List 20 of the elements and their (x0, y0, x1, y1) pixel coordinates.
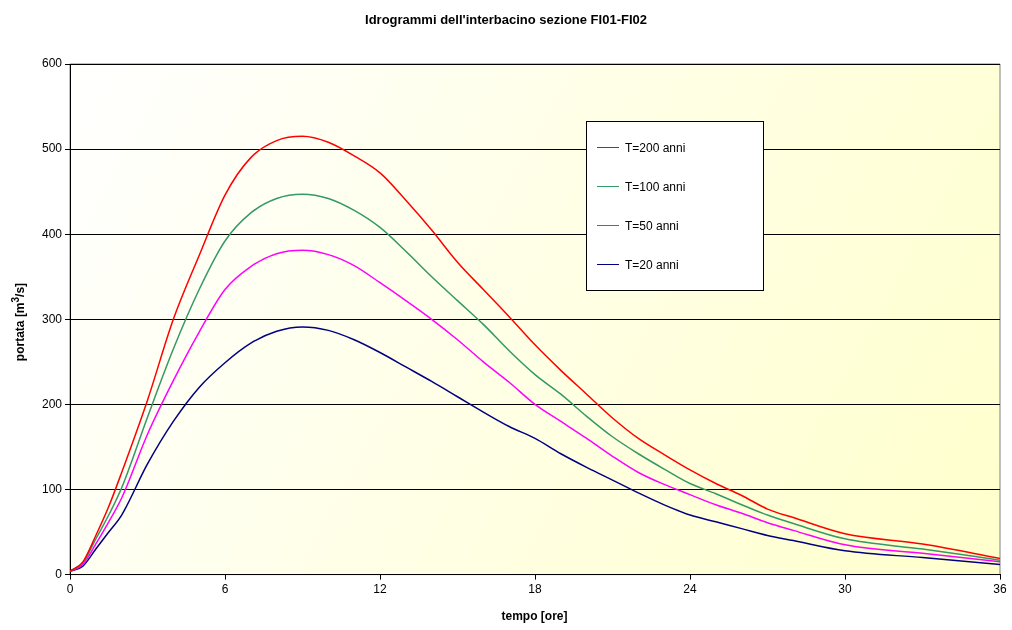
x-tick-label: 36 (993, 582, 1007, 597)
legend-label: T=100 anni (625, 179, 686, 194)
x-axis-title: tempo [ore] (500, 609, 569, 623)
y-tick-label: 300 (41, 311, 63, 326)
x-tick-label: 12 (373, 582, 387, 597)
y-tick-label: 400 (41, 226, 63, 241)
legend-label: T=200 anni (625, 140, 686, 155)
y-tick-label: 0 (55, 566, 63, 581)
y-tick-label: 100 (41, 481, 63, 496)
x-tick-label: 0 (66, 582, 74, 597)
y-tick-label: 500 (41, 141, 63, 156)
legend-label: T=50 anni (625, 218, 679, 233)
x-tick-label: 18 (528, 582, 542, 597)
y-tick-label: 600 (41, 56, 63, 71)
x-tick-label: 24 (683, 582, 697, 597)
x-tick-label: 30 (838, 582, 852, 597)
x-tick-label: 6 (221, 582, 229, 597)
y-tick-label: 200 (41, 396, 63, 411)
legend-label: T=20 anni (625, 257, 679, 272)
chart-title: Idrogrammi dell'interbacino sezione FI01-FI02 (364, 12, 648, 27)
